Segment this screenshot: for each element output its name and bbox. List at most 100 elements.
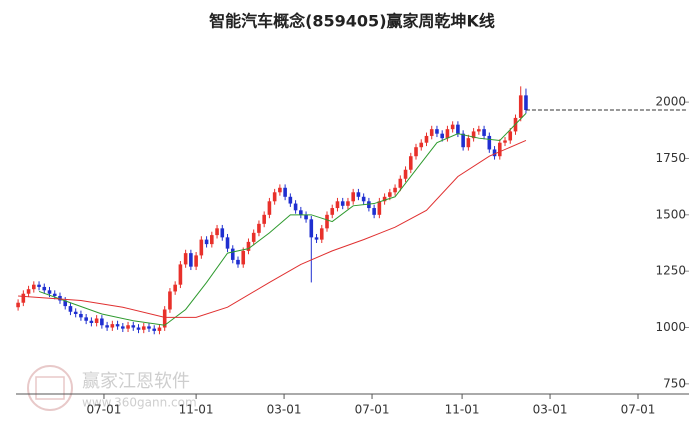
candle-body bbox=[141, 326, 146, 330]
moving-average bbox=[18, 139, 527, 318]
candle-body bbox=[21, 293, 26, 303]
candle-body bbox=[477, 129, 481, 132]
candle-body bbox=[361, 196, 366, 202]
watermark-logo bbox=[27, 365, 73, 411]
candle-body bbox=[461, 133, 465, 148]
candle-body bbox=[408, 156, 413, 170]
candle-body bbox=[262, 214, 266, 224]
candle-body bbox=[199, 239, 204, 256]
candle-body bbox=[115, 324, 120, 327]
candle-body bbox=[241, 250, 246, 265]
y-tick-label: 1500 bbox=[655, 207, 686, 221]
candle-body bbox=[492, 149, 497, 157]
candle-body bbox=[131, 325, 136, 328]
candle-body bbox=[267, 201, 272, 215]
watermark: 赢家江恩软件 www.360gann.com bbox=[27, 365, 197, 411]
candle-body bbox=[105, 325, 109, 328]
candle-body bbox=[340, 201, 345, 206]
candle-body bbox=[68, 306, 73, 312]
x-tick-label: 07-01 bbox=[621, 403, 656, 417]
candle-body bbox=[524, 95, 528, 111]
candle-body bbox=[225, 237, 230, 249]
candle-body bbox=[47, 290, 52, 294]
candle-body bbox=[26, 289, 31, 294]
candle-body bbox=[367, 201, 371, 209]
candle-body bbox=[121, 326, 125, 329]
candle-body bbox=[393, 187, 397, 193]
watermark-url: www.360gann.com bbox=[82, 396, 197, 410]
candle-body bbox=[335, 201, 340, 209]
candle-body bbox=[126, 325, 130, 329]
candle-body bbox=[471, 131, 476, 139]
candle-body bbox=[419, 142, 424, 148]
candle-body bbox=[435, 129, 439, 134]
candle-body bbox=[246, 241, 251, 251]
candle-body bbox=[450, 124, 455, 130]
candle-body bbox=[194, 255, 198, 267]
candle-body bbox=[16, 302, 20, 308]
candle-body bbox=[283, 187, 287, 197]
candle-body bbox=[42, 286, 47, 291]
candle-body bbox=[309, 219, 314, 238]
candle-body bbox=[236, 259, 240, 265]
candle-body bbox=[325, 214, 329, 229]
x-tick-label: 11-01 bbox=[445, 403, 480, 417]
candle-body bbox=[251, 232, 256, 242]
candle-body bbox=[414, 147, 418, 157]
candle-body bbox=[456, 124, 460, 134]
x-tick-label: 03-01 bbox=[267, 403, 302, 417]
candle-body bbox=[293, 203, 298, 211]
y-tick-label: 2000 bbox=[655, 95, 686, 109]
candle-body bbox=[168, 291, 172, 310]
candle-body bbox=[189, 253, 193, 267]
candle-body bbox=[372, 208, 376, 215]
candle-body bbox=[110, 324, 115, 328]
candle-body bbox=[152, 328, 157, 331]
candle-body bbox=[215, 228, 219, 236]
y-tick-label: 1250 bbox=[655, 264, 686, 278]
candle-body bbox=[518, 95, 523, 118]
candle-body bbox=[440, 133, 444, 139]
y-tick-label: 750 bbox=[663, 376, 686, 390]
candle-body bbox=[330, 208, 335, 215]
candle-body bbox=[178, 264, 183, 285]
candle-body bbox=[482, 129, 486, 136]
candle-body bbox=[272, 192, 277, 202]
candle-body bbox=[89, 320, 94, 324]
candle-body bbox=[257, 223, 261, 233]
candle-body bbox=[173, 284, 177, 292]
candle-body bbox=[79, 313, 83, 318]
candle-body bbox=[230, 248, 235, 260]
candle-body bbox=[346, 201, 350, 206]
candle-body bbox=[210, 235, 214, 245]
watermark-logo-box bbox=[35, 376, 65, 400]
candle-body bbox=[299, 210, 303, 215]
candle-body bbox=[288, 196, 293, 204]
candle-body bbox=[37, 284, 41, 287]
candle-body bbox=[157, 327, 162, 331]
chart-title: 智能汽车概念(859405)赢家周乾坤K线 bbox=[209, 12, 495, 31]
candle-body bbox=[429, 129, 434, 136]
candle-body bbox=[403, 169, 408, 179]
candle-body bbox=[466, 138, 471, 148]
candle-body bbox=[84, 317, 88, 321]
candle-body bbox=[220, 228, 225, 238]
candle-body bbox=[508, 131, 513, 141]
candle-body bbox=[351, 192, 355, 202]
candle-body bbox=[497, 142, 502, 157]
candle-body bbox=[445, 129, 450, 139]
candle-body bbox=[94, 318, 99, 324]
candle-body bbox=[63, 300, 68, 307]
y-tick-label: 1000 bbox=[655, 320, 686, 334]
candle-body bbox=[32, 284, 36, 290]
candle-body bbox=[147, 326, 151, 329]
candle-body bbox=[73, 311, 78, 314]
watermark-name: 赢家江恩软件 bbox=[82, 370, 190, 392]
x-tick-label: 07-01 bbox=[87, 403, 122, 417]
candle-body bbox=[388, 192, 392, 197]
candle-body bbox=[356, 192, 361, 197]
candle-body bbox=[398, 178, 403, 188]
candle-body bbox=[183, 253, 188, 265]
x-tick-label: 07-01 bbox=[355, 403, 390, 417]
